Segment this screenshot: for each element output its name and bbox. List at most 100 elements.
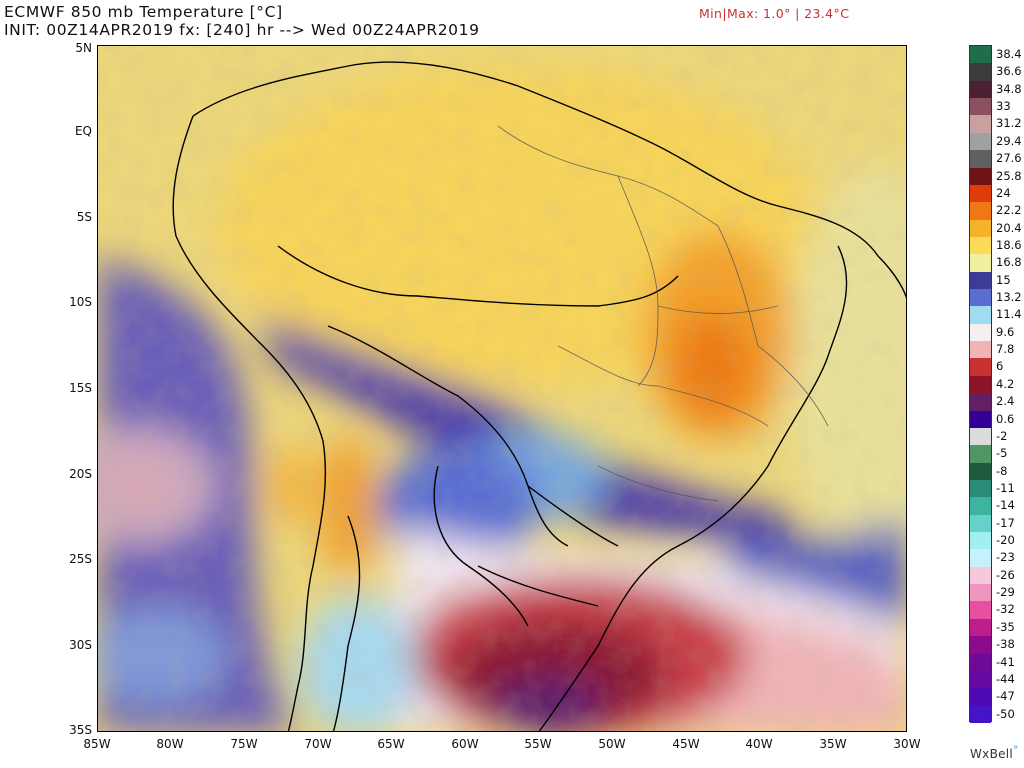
colorbar-label: -17	[996, 515, 1015, 530]
colorbar-segment	[970, 132, 991, 151]
colorbar-segment	[970, 289, 991, 307]
colorbar-segment	[970, 271, 991, 290]
forecast-info: INIT: 00Z14APR2019 fx: [240] hr --> Wed …	[4, 21, 480, 39]
colorbar-segment	[970, 653, 991, 672]
temperature-colorbar	[969, 45, 992, 724]
colorbar-label: 13.2	[996, 290, 1022, 305]
colorbar-segment	[970, 705, 991, 724]
colorbar-label: -38	[996, 637, 1015, 652]
colorbar-segment	[970, 514, 991, 533]
colorbar-segment	[970, 549, 991, 568]
colorbar-segment	[970, 236, 991, 255]
colorbar-label: 22.2	[996, 203, 1022, 218]
wxbell-logo: WxBell°	[970, 745, 1018, 761]
colorbar-segment	[970, 688, 991, 707]
colorbar-label: -5	[996, 446, 1008, 461]
colorbar-label: -11	[996, 480, 1015, 495]
lon-label-50w: 50W	[598, 737, 626, 751]
colorbar-segment	[970, 375, 991, 394]
lon-label-70w: 70W	[304, 737, 332, 751]
colorbar-label: -47	[996, 689, 1015, 704]
lon-label-65w: 65W	[377, 737, 405, 751]
colorbar-label: 25.8	[996, 168, 1022, 183]
temperature-map[interactable]	[97, 45, 907, 732]
map-title: ECMWF 850 mb Temperature [°C]	[4, 3, 283, 21]
colorbar-label: 31.2	[996, 116, 1022, 131]
lat-label-5s: 5S	[76, 210, 92, 224]
lat-label-25s: 25S	[69, 552, 92, 566]
lon-label-60w: 60W	[451, 737, 479, 751]
colorbar-label: 11.4	[996, 307, 1022, 322]
colorbar-segment	[970, 254, 991, 273]
colorbar-label: -8	[996, 463, 1008, 478]
colorbar-segment	[970, 479, 991, 498]
colorbar-segment	[970, 670, 991, 689]
colorbar-segment	[970, 601, 991, 620]
lat-label-35s: 35S	[69, 723, 92, 737]
colorbar-label: 20.4	[996, 220, 1022, 235]
lat-label-30s: 30S	[69, 638, 92, 652]
colorbar-label: -35	[996, 619, 1015, 634]
brand-dot-icon: °	[1013, 745, 1019, 756]
colorbar-label: -26	[996, 567, 1015, 582]
colorbar-label: 38.4	[996, 47, 1022, 61]
colorbar-label: -23	[996, 550, 1015, 565]
colorbar-label: 15	[996, 272, 1011, 287]
colorbar-segment	[970, 445, 991, 464]
colorbar-segment	[970, 358, 991, 377]
colorbar-label: -2	[996, 428, 1008, 443]
lat-label-eq: EQ	[74, 124, 92, 138]
colorbar-segment	[970, 462, 991, 481]
colorbar-segment	[970, 219, 991, 238]
colorbar-segment	[970, 150, 991, 168]
colorbar-label: 29.4	[996, 133, 1022, 148]
temperature-field	[98, 46, 906, 731]
colorbar-label: 16.8	[996, 255, 1022, 270]
colorbar-label: 4.2	[996, 376, 1015, 391]
colorbar-label: 18.6	[996, 237, 1022, 252]
lon-label-40w: 40W	[745, 737, 773, 751]
colorbar-label: -14	[996, 498, 1015, 513]
lon-label-85w: 85W	[83, 737, 111, 751]
colorbar-label: 2.4	[996, 394, 1015, 409]
colorbar-label: -29	[996, 585, 1015, 600]
colorbar-segment	[970, 184, 991, 203]
colorbar-segment	[970, 306, 991, 325]
colorbar-segment	[970, 98, 991, 116]
colorbar-segment	[970, 636, 991, 655]
colorbar-label: 27.6	[996, 151, 1022, 166]
lat-label-10s: 10S	[69, 295, 92, 309]
colorbar-label: -32	[996, 602, 1015, 617]
colorbar-segment	[970, 532, 991, 550]
colorbar-segment	[970, 115, 991, 134]
colorbar-segment	[970, 497, 991, 516]
lon-label-30w: 30W	[893, 737, 921, 751]
colorbar-label: 24	[996, 185, 1011, 200]
colorbar-segment	[970, 63, 991, 82]
colorbar-segment	[970, 46, 991, 64]
colorbar-label: 34.8	[996, 81, 1022, 96]
colorbar-segment	[970, 202, 991, 221]
lon-label-35w: 35W	[819, 737, 847, 751]
lon-label-80w: 80W	[156, 737, 184, 751]
colorbar-segment	[970, 410, 991, 429]
lat-label-15s: 15S	[69, 381, 92, 395]
colorbar-segment	[970, 618, 991, 637]
lon-label-45w: 45W	[672, 737, 700, 751]
lon-label-55w: 55W	[524, 737, 552, 751]
colorbar-label: -50	[996, 706, 1015, 721]
colorbar-segment	[970, 323, 991, 342]
colorbar-label: 7.8	[996, 342, 1015, 357]
colorbar-segment	[970, 80, 991, 99]
min-max-readout: Min|Max: 1.0° | 23.4°C	[699, 6, 850, 21]
colorbar-segment	[970, 167, 991, 186]
colorbar-label: -41	[996, 654, 1015, 669]
colorbar-label: 6	[996, 359, 1004, 374]
brand-text: WxBell	[970, 747, 1014, 761]
lon-label-75w: 75W	[230, 737, 258, 751]
colorbar-segment	[970, 566, 991, 585]
lat-label-5n: 5N	[75, 41, 92, 55]
colorbar-segment	[970, 393, 991, 412]
colorbar-segment	[970, 341, 991, 359]
colorbar-segment	[970, 427, 991, 446]
